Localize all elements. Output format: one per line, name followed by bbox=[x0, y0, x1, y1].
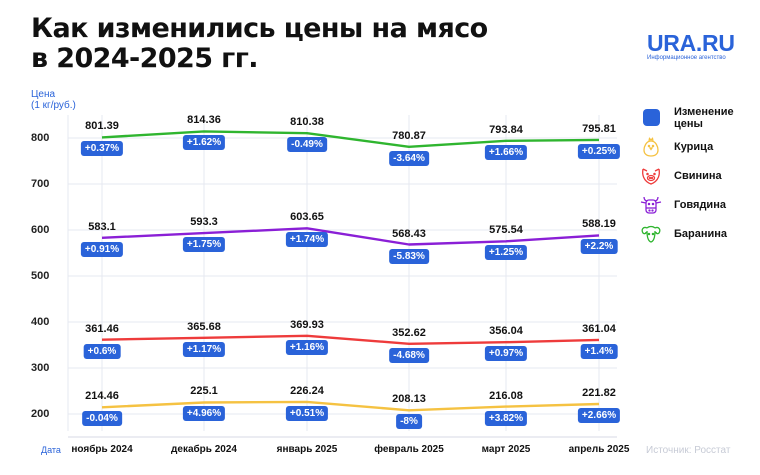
change-badge: +0.51% bbox=[285, 405, 329, 421]
ram-icon bbox=[640, 223, 662, 245]
change-badge: +1.25% bbox=[484, 245, 528, 261]
title-line-2: в 2024-2025 гг. bbox=[31, 43, 258, 74]
x-tick-label: февраль 2025 bbox=[374, 444, 444, 455]
change-badge: +1.4% bbox=[580, 343, 618, 359]
pig-icon bbox=[640, 165, 662, 187]
value-label: 352.62 bbox=[392, 326, 426, 339]
value-label: 225.1 bbox=[190, 385, 218, 398]
legend-label: Изменение цены bbox=[674, 105, 734, 130]
logo: URA.RU Информационное агентство bbox=[647, 30, 735, 62]
change-badge: +0.25% bbox=[577, 143, 621, 159]
x-tick-label: декабрь 2024 bbox=[171, 444, 237, 455]
y-tick-label: 700 bbox=[31, 178, 50, 190]
legend-item-price-change: Изменение цены bbox=[640, 103, 744, 132]
legend-item-beef: Говядина bbox=[640, 190, 744, 219]
legend-label: Говядина bbox=[674, 198, 726, 211]
chicken-icon bbox=[640, 136, 662, 158]
value-label: 365.68 bbox=[187, 320, 221, 333]
value-label: 208.13 bbox=[392, 393, 426, 406]
legend-label: Свинина bbox=[674, 169, 722, 182]
value-label: 588.19 bbox=[582, 218, 616, 231]
value-label: 583.1 bbox=[88, 220, 116, 233]
change-badge: -0.04% bbox=[82, 411, 122, 427]
x-tick-label: ноябрь 2024 bbox=[71, 444, 133, 455]
change-badge: +1.74% bbox=[285, 232, 329, 248]
value-label: 814.36 bbox=[187, 114, 221, 127]
series-line bbox=[101, 227, 600, 246]
value-label: 568.43 bbox=[392, 227, 426, 240]
legend: Изменение цены Курица Свинина bbox=[640, 103, 744, 248]
y-axis-label-line-1: Цена bbox=[31, 89, 56, 100]
legend-item-pork: Свинина bbox=[640, 161, 744, 190]
change-badge: +2.66% bbox=[577, 407, 621, 423]
change-badge: -4.68% bbox=[389, 347, 429, 363]
change-badge: +1.17% bbox=[182, 341, 226, 357]
change-badge: +1.75% bbox=[182, 237, 226, 253]
y-axis-label: Цена (1 кг/руб.) bbox=[31, 89, 76, 111]
change-badge: +1.66% bbox=[484, 144, 528, 160]
legend-item-chicken: Курица bbox=[640, 132, 744, 161]
series-line bbox=[101, 334, 600, 345]
change-badge: +0.91% bbox=[80, 241, 124, 257]
value-label: 795.81 bbox=[582, 122, 616, 135]
value-label: 216.08 bbox=[489, 389, 523, 402]
y-tick-label: 600 bbox=[31, 224, 50, 236]
square-icon bbox=[642, 109, 660, 126]
x-tick-label: январь 2025 bbox=[276, 444, 338, 455]
value-label: 361.04 bbox=[582, 322, 616, 335]
value-label: 801.39 bbox=[85, 120, 119, 133]
x-axis-label: Дата bbox=[41, 445, 61, 455]
legend-label: Курица bbox=[674, 140, 714, 153]
x-tick-label: март 2025 bbox=[481, 444, 531, 455]
change-badge: -5.83% bbox=[389, 248, 429, 264]
chart-title: Как изменились цены на мясо в 2024-2025 … bbox=[31, 14, 488, 74]
x-tick-label: апрель 2025 bbox=[568, 444, 630, 455]
title-line-1: Как изменились цены на мясо bbox=[31, 13, 488, 44]
change-badge: +0.6% bbox=[83, 343, 121, 359]
change-badge: +1.16% bbox=[285, 339, 329, 355]
value-label: 214.46 bbox=[85, 390, 119, 403]
value-label: 361.46 bbox=[85, 322, 119, 335]
change-badge: -0.49% bbox=[287, 137, 327, 153]
legend-label: Баранина bbox=[674, 227, 728, 240]
y-axis-label-line-2: (1 кг/руб.) bbox=[31, 100, 76, 111]
value-label: 810.38 bbox=[290, 116, 324, 129]
value-label: 221.82 bbox=[582, 386, 616, 399]
series-line bbox=[101, 400, 600, 412]
source-note: Источник: Росстат bbox=[646, 445, 731, 456]
logo-tagline: Информационное агентство bbox=[647, 55, 726, 61]
value-label: 793.84 bbox=[489, 123, 523, 136]
change-badge: +3.82% bbox=[484, 410, 528, 426]
series-line bbox=[101, 130, 600, 149]
change-badge: +0.97% bbox=[484, 346, 528, 362]
cow-icon bbox=[640, 194, 662, 216]
change-badge: +1.62% bbox=[182, 135, 226, 151]
change-badge: +4.96% bbox=[182, 406, 226, 422]
change-badge: +0.37% bbox=[80, 141, 124, 157]
value-label: 575.54 bbox=[489, 224, 523, 237]
y-tick-label: 800 bbox=[31, 132, 50, 144]
change-badge: -8% bbox=[396, 414, 422, 430]
value-label: 369.93 bbox=[290, 318, 324, 331]
value-label: 603.65 bbox=[290, 211, 324, 224]
value-label: 226.24 bbox=[290, 384, 324, 397]
legend-item-lamb: Баранина bbox=[640, 219, 744, 248]
y-tick-label: 400 bbox=[31, 316, 50, 328]
change-badge: -3.64% bbox=[389, 150, 429, 166]
logo-name: URA.RU bbox=[647, 30, 735, 56]
value-label: 356.04 bbox=[489, 325, 523, 338]
y-tick-label: 200 bbox=[31, 408, 50, 420]
change-badge: +2.2% bbox=[580, 239, 618, 255]
value-label: 780.87 bbox=[392, 129, 426, 142]
y-tick-label: 500 bbox=[31, 270, 50, 282]
y-tick-label: 300 bbox=[31, 362, 50, 374]
value-label: 593.3 bbox=[190, 216, 218, 229]
